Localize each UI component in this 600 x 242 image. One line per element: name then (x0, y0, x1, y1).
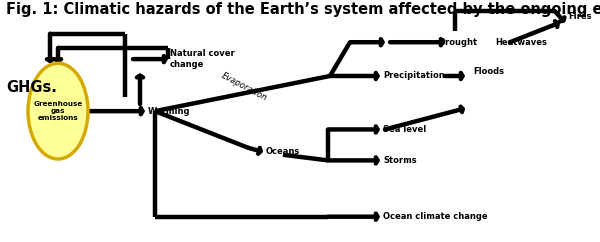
Text: Warming: Warming (148, 107, 191, 116)
Text: Floods: Floods (473, 67, 504, 76)
Text: Ocean climate change: Ocean climate change (383, 212, 488, 221)
Text: Heatwaves: Heatwaves (495, 38, 547, 47)
Text: Drought: Drought (438, 38, 477, 47)
Text: Greenhouse
gas
emissions: Greenhouse gas emissions (34, 101, 83, 121)
Text: Precipitation: Precipitation (383, 71, 445, 81)
Text: Fig. 1: Climatic hazards of the Earth’s system affected by the ongoing emission : Fig. 1: Climatic hazards of the Earth’s … (6, 2, 600, 17)
Text: Sea level: Sea level (383, 125, 426, 134)
Ellipse shape (28, 63, 88, 159)
Text: Evaporation: Evaporation (220, 71, 269, 103)
Text: Storms: Storms (383, 156, 416, 165)
Text: Fires: Fires (568, 12, 592, 21)
Text: Natural cover
change: Natural cover change (170, 49, 235, 69)
Text: GHGs.: GHGs. (6, 80, 57, 95)
Text: Oceans: Oceans (266, 147, 300, 157)
